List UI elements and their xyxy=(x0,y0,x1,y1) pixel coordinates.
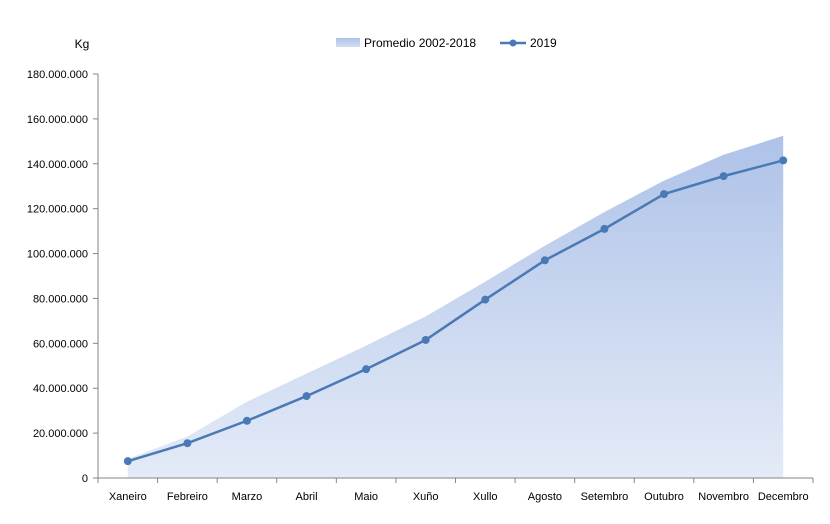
x-tick-label: Setembro xyxy=(581,491,629,503)
x-tick-label: Xullo xyxy=(473,491,497,503)
legend-label-average: Promedio 2002-2018 xyxy=(364,36,476,50)
line-series-2019 xyxy=(127,159,784,463)
data-point-2019 xyxy=(302,392,311,401)
x-tick-label: Outubro xyxy=(644,491,684,503)
plot-area: 0 20.000.000 40.000.000 60.000.000 80.000.00… xyxy=(27,69,814,503)
legend-label-2019: 2019 xyxy=(530,36,557,50)
data-point-2019 xyxy=(779,156,788,165)
x-tick-label: Febreiro xyxy=(167,491,208,503)
data-point-2019 xyxy=(242,416,251,425)
y-tick-label: 80.000.000 xyxy=(33,293,88,305)
x-tick-label: Decembro xyxy=(758,491,809,503)
y-tick-label: 0 xyxy=(82,473,88,485)
y-tick-label: 160.000.000 xyxy=(27,114,88,126)
data-point-2019 xyxy=(362,365,371,374)
data-point-2019 xyxy=(123,457,132,466)
data-point-2019 xyxy=(719,172,728,181)
x-tick-label: Novembro xyxy=(698,491,749,503)
legend-swatch-average xyxy=(336,38,360,47)
x-tick-label: Marzo xyxy=(232,491,263,503)
y-tick-label: 120.000.000 xyxy=(27,204,88,216)
legend-swatch-2019-marker xyxy=(509,39,517,47)
x-tick-label: Xuño xyxy=(413,491,439,503)
x-tick-label: Agosto xyxy=(528,491,562,503)
y-axis-unit-label: Kg xyxy=(75,37,90,51)
y-tick-label: 180.000.000 xyxy=(27,69,88,81)
y-tick-label: 20.000.000 xyxy=(33,428,88,440)
x-tick-label: Abril xyxy=(296,491,318,503)
data-point-2019 xyxy=(540,256,549,265)
data-point-2019 xyxy=(481,295,490,304)
y-tick-label: 140.000.000 xyxy=(27,159,88,171)
x-tick-label: Xaneiro xyxy=(109,491,147,503)
legend: Promedio 2002-2018 2019 xyxy=(336,36,557,50)
data-point-2019 xyxy=(421,335,430,344)
y-tick-label: 100.000.000 xyxy=(27,249,88,261)
data-point-2019 xyxy=(660,190,669,199)
y-tick-label: 60.000.000 xyxy=(33,338,88,350)
data-point-2019 xyxy=(600,224,609,233)
x-tick-label: Maio xyxy=(354,491,378,503)
data-point-2019 xyxy=(183,439,192,448)
y-tick-label: 40.000.000 xyxy=(33,383,88,395)
